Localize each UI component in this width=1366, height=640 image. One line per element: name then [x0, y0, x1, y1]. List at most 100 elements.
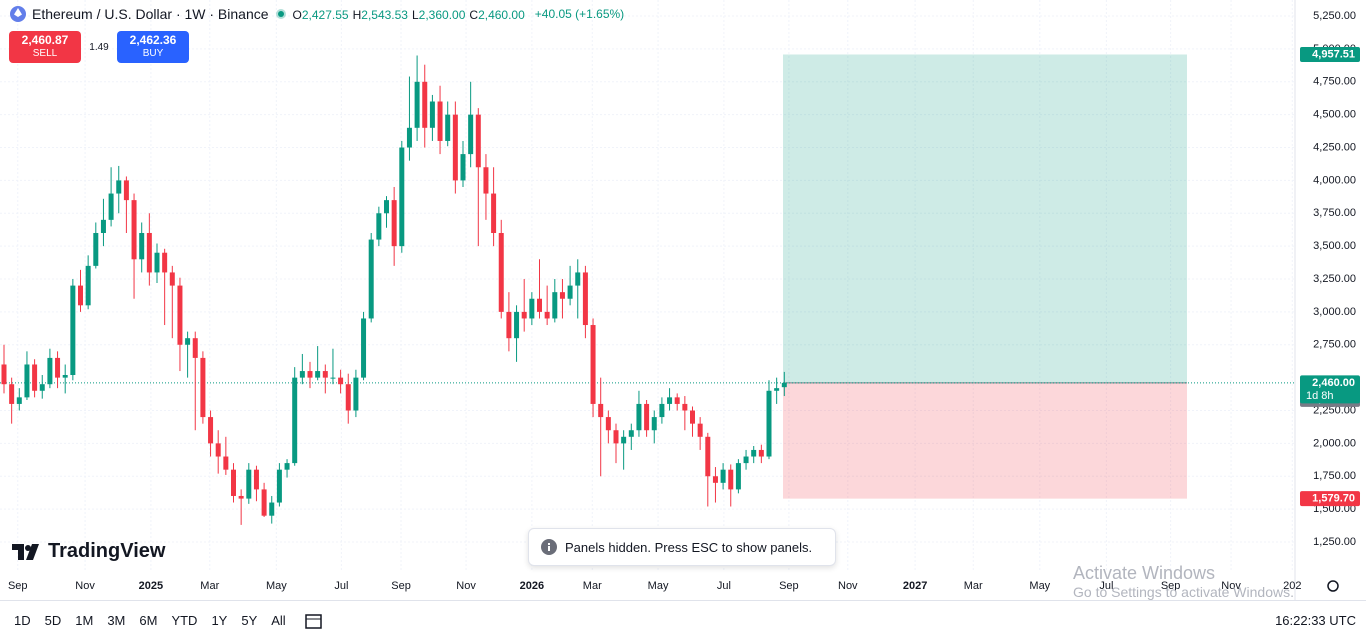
candle-body [636, 403, 642, 431]
candle-body [154, 252, 160, 273]
candle-body [384, 200, 389, 214]
candle-body [399, 147, 405, 247]
candle-body [361, 318, 367, 378]
y-tick-label: 4,000.00 [1313, 174, 1356, 186]
candle-body [498, 232, 504, 312]
candle-body [452, 114, 458, 181]
toast-text: Panels hidden. Press ESC to show panels. [565, 539, 813, 555]
range-button[interactable]: 1M [75, 613, 94, 628]
candle-body [690, 410, 695, 424]
candle-body [47, 357, 53, 385]
candle-body [307, 371, 313, 378]
ohlc-key: H [352, 8, 362, 22]
candle-body [78, 285, 83, 306]
y-tick-label: 3,250.00 [1313, 273, 1356, 285]
x-tick-label: May [1029, 580, 1050, 592]
range-buttons: 1D 5D 1M 3M 6M YTD 1Y 5Y All [0, 613, 286, 628]
last-price-badge-countdown: 1d 8h [1306, 390, 1334, 402]
candle-body [9, 384, 15, 404]
candle-body [284, 463, 290, 470]
candle-body [139, 232, 145, 260]
range-button[interactable]: 5D [44, 613, 62, 628]
candle-body [468, 114, 474, 155]
candle-body [559, 292, 565, 299]
candle-body [758, 449, 764, 457]
range-button[interactable]: 6M [139, 613, 158, 628]
ohlc-value: 2,360.00 [418, 8, 466, 22]
range-button[interactable]: All [271, 613, 286, 628]
buy-button[interactable]: 2,462.36 BUY [117, 31, 189, 63]
sell-button[interactable]: 2,460.87 SELL [9, 31, 81, 63]
candle-body [567, 285, 573, 299]
candle-body [659, 403, 665, 418]
settings-icon[interactable] [1327, 580, 1339, 592]
candle-body [514, 311, 520, 339]
sell-label: SELL [32, 48, 58, 59]
candle-body [24, 364, 30, 398]
watermark-subtitle: Go to Settings to activate Windows. [1073, 584, 1294, 600]
candle-body [582, 272, 588, 326]
candle-body [146, 232, 152, 273]
ohlc-key: O [292, 8, 302, 22]
bottom-toolbar: 1D 5D 1M 3M 6M YTD 1Y 5Y All 16:22:33 UTC [0, 600, 1366, 640]
candle-body [651, 417, 657, 431]
x-tick-label: Sep [8, 580, 28, 592]
candle-body [200, 357, 206, 418]
candle-body [376, 213, 382, 240]
candle-body [208, 417, 214, 444]
candle-body [475, 114, 481, 168]
candle-body [552, 292, 558, 319]
symbol-header: Ethereum / U.S. Dollar · 1W · Binance O 2… [10, 6, 628, 22]
x-tick-label: Jul [334, 580, 348, 592]
candle-body [32, 364, 38, 391]
info-icon [541, 539, 557, 555]
range-button[interactable]: 5Y [241, 613, 258, 628]
candle-body [338, 377, 344, 385]
toast: Panels hidden. Press ESC to show panels. [528, 528, 836, 566]
range-button[interactable]: 1Y [211, 613, 228, 628]
watermark-title: Activate Windows [1073, 563, 1216, 583]
candle-body [720, 469, 726, 483]
candle-body [781, 382, 787, 388]
candle-body [590, 325, 596, 404]
buy-label: BUY [142, 48, 164, 59]
candle-body [460, 154, 466, 181]
candle-body [766, 390, 772, 457]
candle-body [613, 430, 619, 444]
candle-body [575, 272, 581, 286]
range-button[interactable]: 3M [107, 613, 126, 628]
range-button[interactable]: 1D [14, 613, 31, 628]
logo-icon [12, 543, 39, 560]
candle-body [315, 371, 321, 378]
candle-body [238, 495, 244, 499]
y-tick-label: 4,250.00 [1313, 141, 1356, 153]
symbol[interactable]: Ethereum / U.S. Dollar · 1W · Binance [32, 6, 269, 22]
candle-body [743, 456, 749, 464]
candle-body [628, 430, 634, 437]
sell-price: 2,460.87 [21, 33, 69, 47]
watermark: Activate Windows Go to Settings to activa… [1073, 563, 1294, 600]
last-price-badge [1300, 375, 1360, 404]
x-tick-label: 202 [1283, 580, 1301, 592]
spread: 1.49 [89, 41, 109, 53]
candle-body [368, 239, 374, 319]
candle-body [406, 127, 412, 148]
candle-body [253, 469, 259, 490]
candle-body [299, 371, 305, 378]
ohlc-key: C [469, 8, 479, 22]
candle-body [215, 443, 221, 457]
y-tick-label: 2,000.00 [1313, 437, 1356, 449]
candle-body [70, 285, 76, 376]
y-tick-label: 3,500.00 [1313, 240, 1356, 252]
candle-body [55, 357, 61, 378]
change: +40.05 (+1.65%) [534, 7, 625, 21]
candle-body [100, 219, 106, 233]
ohlc-value: 2,543.53 [361, 8, 408, 22]
date-range-icon[interactable] [304, 611, 324, 631]
range-button[interactable]: YTD [171, 613, 198, 628]
candle-body [231, 469, 236, 496]
x-tick-label: Jul [1099, 580, 1113, 592]
x-tick-label: Mar [200, 580, 219, 592]
candle-body [483, 167, 489, 194]
